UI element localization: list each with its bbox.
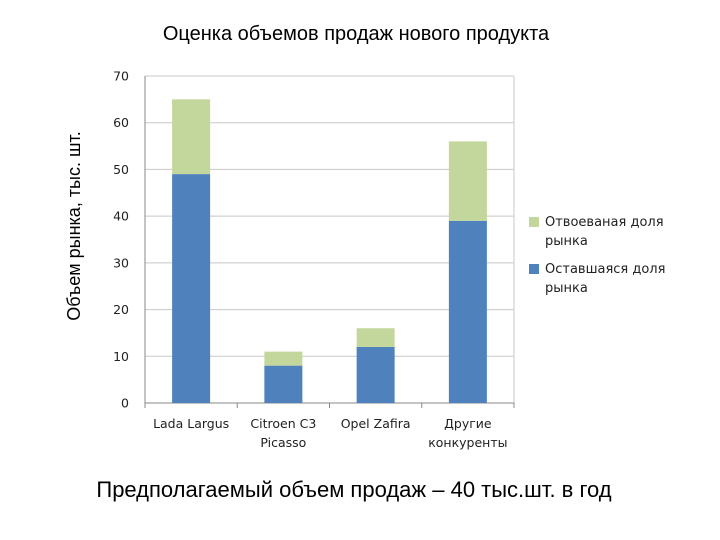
footer-note: Предполагаемый объем продаж – 40 тыс.шт.… (96, 477, 611, 502)
y-tick-label: 40 (113, 209, 129, 224)
x-category-label: Picasso (260, 435, 306, 450)
legend-label: рынка (545, 234, 588, 249)
legend-swatch (529, 217, 539, 227)
bar-segment (264, 351, 303, 366)
bar-segment (448, 220, 487, 403)
y-tick-label: 0 (121, 396, 129, 411)
chart-title: Оценка объемов продаж нового продукта (163, 23, 550, 45)
y-tick-label: 60 (113, 115, 129, 130)
x-category-label: Другие (444, 416, 492, 431)
bar-segment (172, 99, 211, 175)
y-tick-label: 70 (113, 69, 129, 84)
bar-segment (356, 346, 395, 403)
x-category-label: Opel Zafira (341, 416, 411, 431)
x-category-label: Citroen C3 (250, 416, 316, 431)
bar-segment (448, 141, 487, 221)
y-tick-label: 10 (113, 349, 129, 364)
bar-segment (172, 174, 211, 403)
bar-segment (264, 365, 303, 403)
x-axis-categories: Lada Largus Citroen C3 Picasso Opel Zafira Д… (153, 416, 507, 450)
legend: Отвоеваная доля рынка Оставшаяся доля рынка (529, 215, 665, 296)
y-tick-label: 50 (113, 162, 129, 177)
x-category-label: Lada Largus (153, 416, 229, 431)
y-axis-label: Объем рынка, тыс. шт. (64, 131, 84, 320)
plot-bars (172, 99, 487, 403)
y-axis-ticks: 0 10 20 30 40 50 60 70 (113, 69, 129, 411)
legend-label: Отвоеваная доля (545, 215, 664, 230)
y-tick-label: 30 (113, 255, 129, 270)
y-tick-label: 20 (113, 302, 129, 317)
legend-label: Оставшаяся доля (545, 262, 665, 277)
x-category-label: конкуренты (428, 435, 507, 450)
legend-label: рынка (545, 281, 588, 296)
bar-segment (356, 328, 395, 347)
legend-swatch (529, 264, 539, 274)
